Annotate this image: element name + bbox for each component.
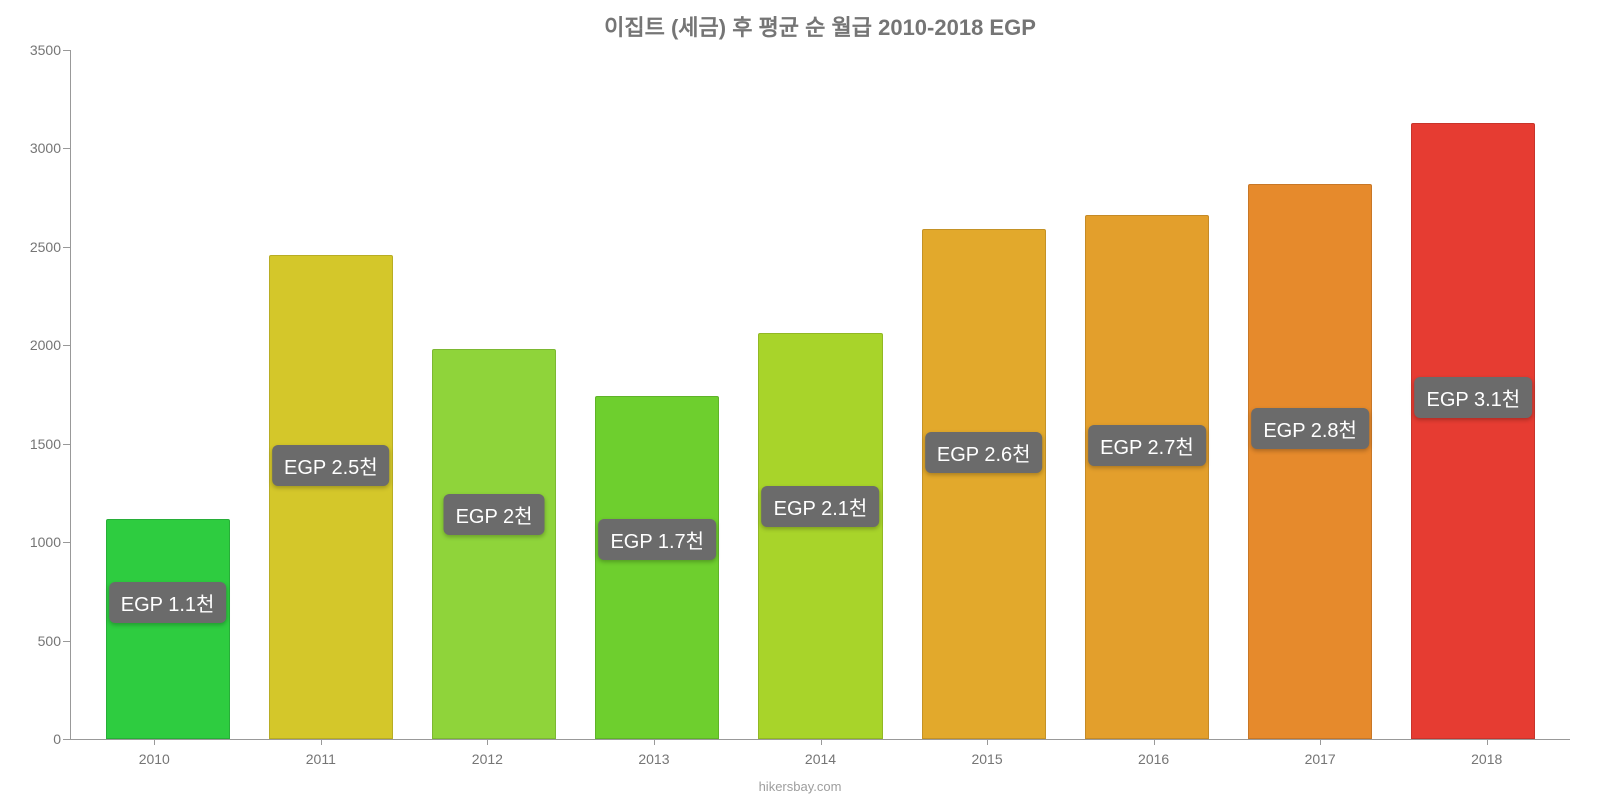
- x-tick-label: 2014: [805, 751, 836, 767]
- bar-slot: EGP 2.5천: [249, 50, 412, 739]
- bar: EGP 2.6천: [922, 229, 1046, 739]
- bar-slot: EGP 1.7천: [576, 50, 739, 739]
- bar: EGP 1.1천: [106, 519, 230, 739]
- y-tick: [63, 739, 71, 740]
- bars-group: EGP 1.1천 EGP 2.5천 EGP 2천 EGP 1.7천 EGP 2.1천 EG…: [71, 50, 1570, 739]
- y-tick: [63, 542, 71, 543]
- x-tick: [1487, 739, 1488, 745]
- bar-slot: EGP 2.6천: [902, 50, 1065, 739]
- x-tick-label: 2012: [472, 751, 503, 767]
- value-badge: EGP 2천: [444, 494, 545, 535]
- bar-slot: EGP 2천: [412, 50, 575, 739]
- bar-slot: EGP 2.7천: [1065, 50, 1228, 739]
- x-tick: [1154, 739, 1155, 745]
- x-tick: [321, 739, 322, 745]
- y-tick-label: 500: [16, 633, 61, 649]
- bar-slot: EGP 2.1천: [739, 50, 902, 739]
- y-tick: [63, 641, 71, 642]
- y-tick-label: 1500: [16, 436, 61, 452]
- bar-slot: EGP 2.8천: [1229, 50, 1392, 739]
- x-tick: [654, 739, 655, 745]
- value-badge: EGP 1.7천: [598, 519, 716, 560]
- y-tick-label: 2000: [16, 337, 61, 353]
- x-tick-label: 2015: [971, 751, 1002, 767]
- bar: EGP 2.5천: [269, 255, 393, 739]
- x-tick-label: 2018: [1471, 751, 1502, 767]
- y-tick: [63, 345, 71, 346]
- value-badge: EGP 3.1천: [1415, 377, 1533, 418]
- y-tick-label: 3500: [16, 42, 61, 58]
- value-badge: EGP 2.5천: [272, 445, 390, 486]
- x-tick-label: 2017: [1305, 751, 1336, 767]
- y-tick-label: 2500: [16, 239, 61, 255]
- x-tick: [487, 739, 488, 745]
- y-tick: [63, 247, 71, 248]
- x-tick-label: 2010: [139, 751, 170, 767]
- bar: EGP 2.8천: [1248, 184, 1372, 739]
- chart-container: 이집트 (세금) 후 평균 순 월급 2010-2018 EGP EGP 1.1…: [0, 0, 1600, 800]
- source-text: hikersbay.com: [759, 779, 842, 794]
- bar: EGP 2천: [432, 349, 556, 739]
- x-tick: [1320, 739, 1321, 745]
- y-tick-label: 3000: [16, 140, 61, 156]
- bar: EGP 2.1천: [758, 333, 882, 739]
- bar: EGP 3.1천: [1411, 123, 1535, 739]
- x-tick: [987, 739, 988, 745]
- x-tick: [821, 739, 822, 745]
- y-tick-label: 1000: [16, 534, 61, 550]
- x-tick-label: 2016: [1138, 751, 1169, 767]
- x-tick-label: 2011: [306, 751, 336, 767]
- bar-slot: EGP 3.1천: [1392, 50, 1555, 739]
- bar: EGP 1.7천: [595, 396, 719, 739]
- y-tick: [63, 444, 71, 445]
- chart-title: 이집트 (세금) 후 평균 순 월급 2010-2018 EGP: [70, 10, 1570, 42]
- value-badge: EGP 1.1천: [109, 582, 227, 623]
- plot-area: EGP 1.1천 EGP 2.5천 EGP 2천 EGP 1.7천 EGP 2.1천 EG…: [70, 50, 1570, 740]
- y-tick-label: 0: [16, 731, 61, 747]
- y-tick: [63, 148, 71, 149]
- y-tick: [63, 50, 71, 51]
- value-badge: EGP 2.8천: [1251, 408, 1369, 449]
- value-badge: EGP 2.6천: [925, 432, 1043, 473]
- x-tick: [154, 739, 155, 745]
- bar: EGP 2.7천: [1085, 215, 1209, 739]
- value-badge: EGP 2.1천: [762, 486, 880, 527]
- x-tick-label: 2013: [638, 751, 669, 767]
- bar-slot: EGP 1.1천: [86, 50, 249, 739]
- value-badge: EGP 2.7천: [1088, 425, 1206, 466]
